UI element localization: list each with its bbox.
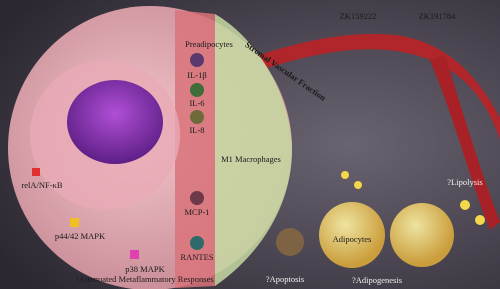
cytokine-label: IL-6 [189, 98, 204, 108]
blood-vessel-branch [430, 55, 500, 230]
cytokine-label: MCP-1 [184, 207, 209, 217]
signaling-markers [32, 168, 139, 259]
cytokine-label: IL-8 [189, 125, 204, 135]
preadipocytes-label: Preadipocytes [185, 39, 233, 49]
adipocytes-label: Adipocytes [333, 234, 372, 244]
adipogenesis-label: ?Adipogenesis [352, 275, 402, 285]
compound-label: ZK191784 [419, 11, 457, 21]
apoptosis-label: ?Apoptosis [266, 274, 304, 284]
nucleus [67, 80, 163, 164]
cytokine-icons [190, 53, 204, 250]
cytokine-label: IL-1β [187, 70, 206, 80]
adipocytes [276, 171, 485, 268]
compound-label: ZK159222 [340, 11, 377, 21]
signaling-label: relA/NF-κB [21, 180, 62, 190]
metaflammation-label: !Attenuated Metaflammatory Responses [76, 274, 213, 284]
signaling-label: p44/42 MAPK [55, 231, 106, 241]
lipolysis-label: ?Lipolysis [447, 177, 482, 187]
cytokine-label: RANTES [180, 252, 213, 262]
macrophage-region [215, 14, 292, 286]
signaling-label: p38 MAPK [125, 264, 165, 274]
macrophages-label: M1 Macrophages [221, 154, 281, 164]
cytokine-band [175, 10, 215, 288]
